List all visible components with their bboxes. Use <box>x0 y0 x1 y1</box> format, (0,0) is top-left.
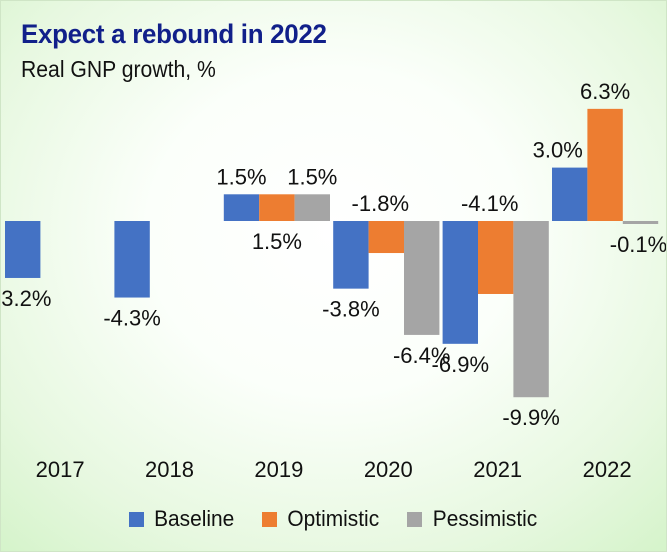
data-label-baseline-2022: 3.0% <box>533 138 583 163</box>
x-tick-label-2021: 2021 <box>473 457 522 482</box>
data-label-pessimistic-2020: -6.4% <box>393 343 450 368</box>
legend-label-baseline: Baseline <box>153 506 234 531</box>
legend-item-optimistic: Optimistic <box>261 506 382 532</box>
bar-optimistic-2021 <box>478 221 514 294</box>
bar-pessimistic-2019 <box>294 194 330 221</box>
chart-subtitle: Real GNP growth, % <box>21 56 216 82</box>
legend-swatch-optimistic <box>261 511 277 527</box>
bar-baseline-2021 <box>442 221 478 344</box>
bar-chart: -3.2%2017-4.3%20181.5%1.5%1.5%2019-3.8%-… <box>1 79 666 482</box>
bar-baseline-2017 <box>5 221 41 278</box>
x-tick-label-2018: 2018 <box>145 457 194 482</box>
data-label-optimistic-2021: -4.1% <box>461 191 518 216</box>
data-label-optimistic-2019: 1.5% <box>252 229 302 254</box>
legend-swatch-baseline <box>128 511 144 527</box>
data-label-optimistic-2022: 6.3% <box>580 79 630 104</box>
bar-optimistic-2019 <box>259 194 295 221</box>
data-label-baseline-2021: -6.9% <box>432 352 489 377</box>
data-label-baseline-2019: 1.5% <box>216 164 266 189</box>
legend-item-pessimistic: Pessimistic <box>407 506 540 532</box>
bar-optimistic-2022 <box>587 108 623 221</box>
bar-pessimistic-2022 <box>622 221 659 224</box>
legend: Baseline Optimistic Pessimistic <box>1 504 667 534</box>
data-label-baseline-2020: -3.8% <box>322 297 379 322</box>
legend-item-baseline: Baseline <box>128 506 236 532</box>
bar-pessimistic-2021 <box>513 221 549 398</box>
chart-title: Expect a rebound in 2022 <box>21 19 327 49</box>
x-tick-label-2017: 2017 <box>36 457 85 482</box>
data-label-baseline-2018: -4.3% <box>103 306 160 331</box>
x-tick-label-2020: 2020 <box>364 457 413 482</box>
data-label-pessimistic-2022: -0.1% <box>610 232 666 257</box>
bar-baseline-2020 <box>333 221 369 289</box>
bar-pessimistic-2020 <box>404 221 440 335</box>
data-label-optimistic-2020: -1.8% <box>352 191 409 216</box>
bar-baseline-2018 <box>114 221 150 298</box>
data-label-pessimistic-2021: -9.9% <box>502 405 559 430</box>
x-tick-label-2022: 2022 <box>583 457 632 482</box>
legend-label-optimistic: Optimistic <box>287 506 380 531</box>
data-label-pessimistic-2019: 1.5% <box>287 164 337 189</box>
x-tick-label-2019: 2019 <box>254 457 303 482</box>
legend-label-pessimistic: Pessimistic <box>433 506 538 531</box>
bar-baseline-2019 <box>223 194 260 221</box>
data-label-baseline-2017: -3.2% <box>1 286 51 311</box>
bar-optimistic-2020 <box>368 221 404 254</box>
bar-baseline-2022 <box>552 167 588 221</box>
legend-swatch-pessimistic <box>407 511 423 527</box>
